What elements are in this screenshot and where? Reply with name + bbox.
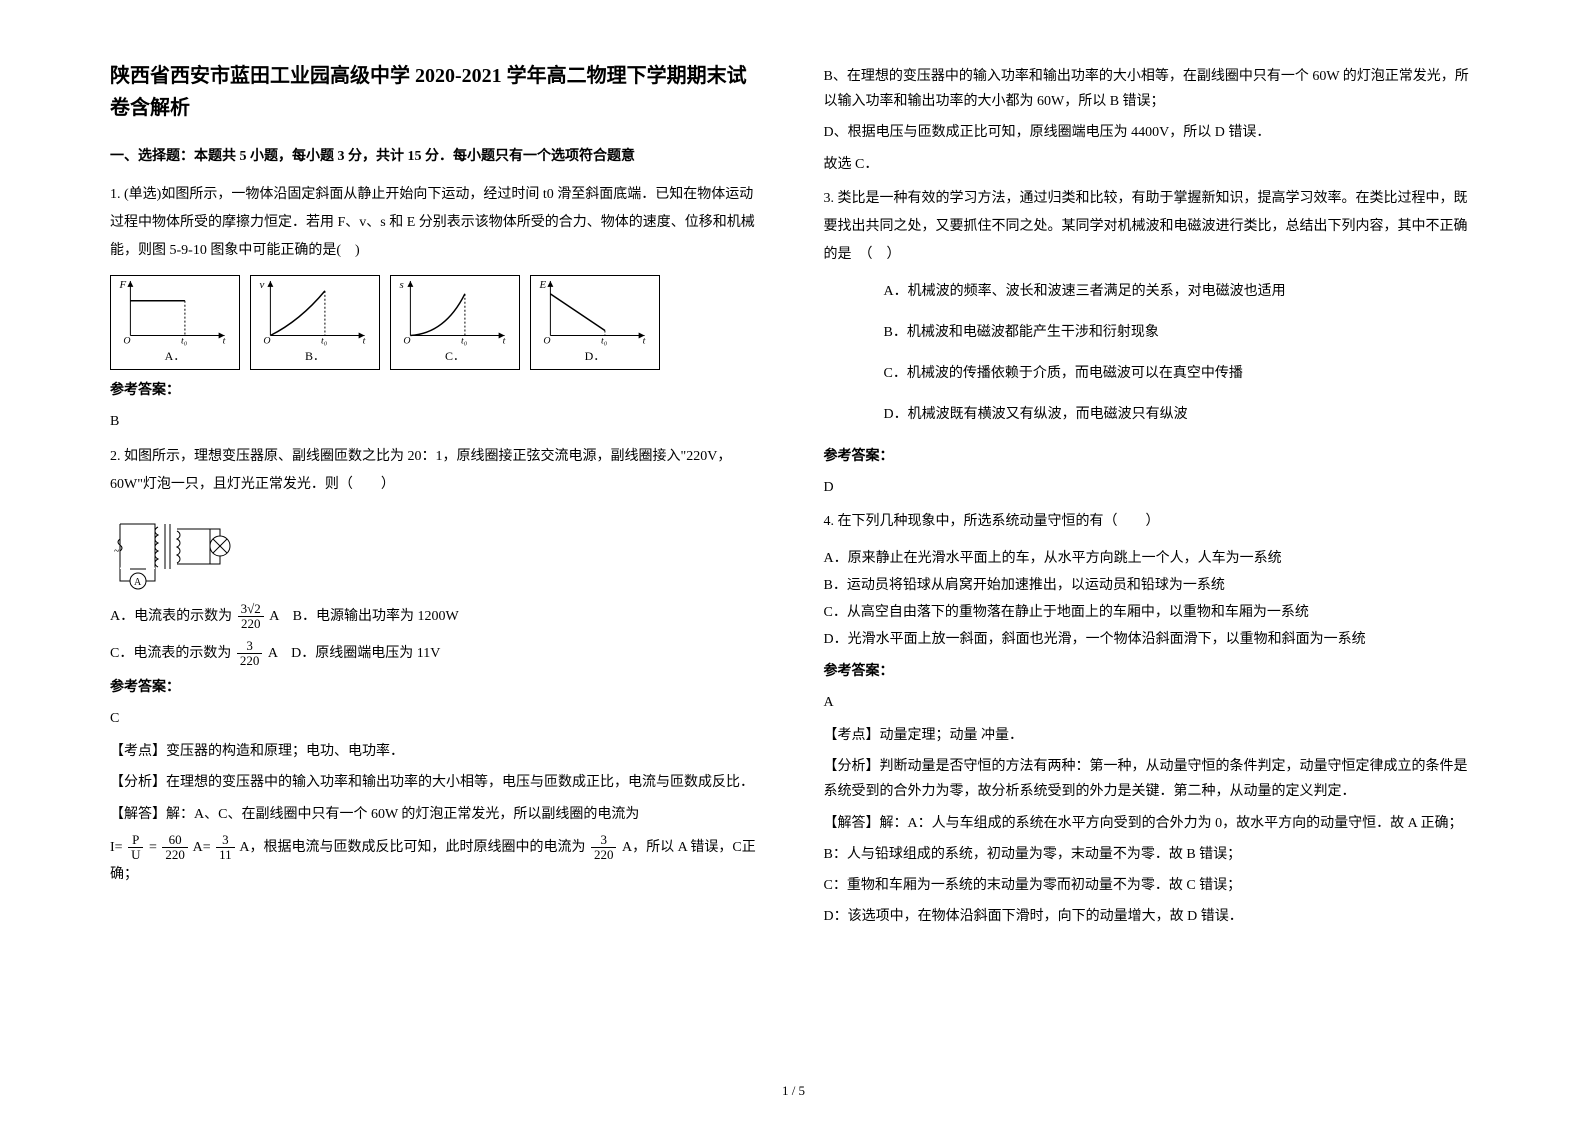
q4-optB: B．运动员将铅球从肩窝开始加速推出，以运动员和铅球为一系统 [824, 573, 1478, 598]
q2-optA-frac: 3√2 220 [238, 602, 264, 632]
page-number: 1 / 5 [782, 1079, 805, 1102]
q3-optA: A．机械波的频率、波长和波速三者满足的关系，对电磁波也适用 [884, 279, 1478, 304]
q4-optA: A．原来静止在光滑水平面上的车，从水平方向跳上一个人，人车为一系统 [824, 546, 1478, 571]
q4-jiedaC: C：重物和车厢为一系统的末动量为零而初动量不为零．故 C 错误； [824, 873, 1478, 898]
q4-jiedaB: B：人与铅球组成的系统，初动量为零，末动量不为零．故 B 错误； [824, 842, 1478, 867]
svg-text:t: t [503, 336, 506, 346]
q4-fenxi: 【分析】判断动量是否守恒的方法有两种：第一种，从动量守恒的条件判定，动量守恒定律… [824, 754, 1478, 804]
q2-optA-pre: A．电流表的示数为 [110, 609, 232, 624]
svg-text:A: A [134, 577, 142, 588]
svg-text:v: v [259, 279, 264, 291]
q4-optD: D．光滑水平面上放一斜面，斜面也光滑，一个物体沿斜面滑下，以重物和斜面为一系统 [824, 627, 1478, 652]
graph-C-label: C． [445, 346, 465, 370]
graph-D-label: D． [585, 346, 606, 370]
graph-C: s O t₀ t C． [390, 275, 520, 370]
question-2-text: 2. 如图所示，理想变压器原、副线圈匝数之比为 20：1，原线圈接正弦交流电源，… [110, 443, 764, 499]
q1-answer-label: 参考答案： [110, 378, 764, 403]
svg-text:t₀: t₀ [321, 336, 328, 346]
q2-frac3: 3 11 [216, 833, 235, 863]
graph-D: E O t₀ t D． [530, 275, 660, 370]
graph-B-label: B． [305, 346, 325, 370]
q4-answer-label: 参考答案： [824, 659, 1478, 684]
q2-optC-post: A D．原线圈端电压为 11V [268, 646, 441, 661]
q3-optD: D．机械波既有横波又有纵波，而电磁波只有纵波 [884, 402, 1478, 427]
svg-text:O: O [403, 336, 410, 346]
svg-text:O: O [263, 336, 270, 346]
question-3-text: 3. 类比是一种有效的学习方法，通过归类和比较，有助于掌握新知识，提高学习效率。… [824, 185, 1478, 269]
question-1-text: 1. (单选)如图所示，一物体沿固定斜面从静止开始向下运动，经过时间 t0 滑至… [110, 181, 764, 265]
graph-B: v O t₀ t B． [250, 275, 380, 370]
q2-right-text3: 故选 C． [824, 152, 1478, 177]
q2-answer-label: 参考答案： [110, 675, 764, 700]
question-1-figures: F O t₀ t A． v O t₀ t B． [110, 275, 764, 370]
q2-option-A-line: A．电流表的示数为 3√2 220 A B．电源输出功率为 1200W [110, 602, 764, 632]
svg-text:O: O [543, 336, 550, 346]
q2-right-text2: D、根据电压与匝数成正比可知，原线圈端电压为 4400V，所以 D 错误． [824, 120, 1478, 145]
q2-right-text1: B、在理想的变压器中的输入功率和输出功率的大小相等，在副线圈中只有一个 60W … [824, 64, 1478, 114]
q2-answer: C [110, 706, 764, 731]
q2-option-C-line: C．电流表的示数为 3 220 A D．原线圈端电压为 11V [110, 639, 764, 669]
q1-answer: B [110, 409, 764, 434]
q4-jiedaD: D：该选项中，在物体沿斜面下滑时，向下的动量增大，故 D 错误． [824, 904, 1478, 929]
q2-jieda-line1: 【解答】解：A、C、在副线圈中只有一个 60W 的灯泡正常发光，所以副线圈的电流… [110, 802, 764, 827]
document-title: 陕西省西安市蓝田工业园高级中学 2020-2021 学年高二物理下学期期末试卷含… [110, 60, 764, 124]
graph-A: F O t₀ t A． [110, 275, 240, 370]
q2-optC-pre: C．电流表的示数为 [110, 646, 231, 661]
q3-answer: D [824, 475, 1478, 500]
q2-fenxi: 【分析】在理想的变压器中的输入功率和输出功率的大小相等，电压与匝数成正比，电流与… [110, 770, 764, 795]
svg-text:t₀: t₀ [461, 336, 468, 346]
q2-frac2: 60 220 [162, 833, 188, 863]
svg-text:t: t [643, 336, 646, 346]
q3-optB: B．机械波和电磁波都能产生干涉和衍射现象 [884, 320, 1478, 345]
q4-jieda: 【解答】解：A：人与车组成的系统在水平方向受到的合外力为 0，故水平方向的动量守… [824, 811, 1478, 836]
svg-text:t₀: t₀ [181, 336, 188, 346]
section-1-heading: 一、选择题：本题共 5 小题，每小题 3 分，共计 15 分．每小题只有一个选项… [110, 144, 764, 169]
q2-jieda-formula-line: I= P U = 60 220 A= 3 11 A，根据电流与匝数成反比可知，此… [110, 833, 764, 888]
svg-text:O: O [123, 336, 130, 346]
left-column: 陕西省西安市蓝田工业园高级中学 2020-2021 学年高二物理下学期期末试卷含… [110, 60, 764, 1092]
question-4-text: 4. 在下列几种现象中，所选系统动量守恒的有（ ） [824, 508, 1478, 536]
q2-kaodian: 【考点】变压器的构造和原理；电功、电功率． [110, 739, 764, 764]
svg-text:F: F [118, 279, 126, 291]
q2-circuit-diagram: ~ A [110, 509, 240, 594]
q4-answer: A [824, 690, 1478, 715]
right-column: B、在理想的变压器中的输入功率和输出功率的大小相等，在副线圈中只有一个 60W … [824, 60, 1478, 1092]
svg-text:t: t [223, 336, 226, 346]
q2-frac1: P U [128, 833, 143, 863]
graph-A-label: A． [165, 346, 186, 370]
q3-answer-label: 参考答案： [824, 444, 1478, 469]
q2-I-eq: I= [110, 840, 123, 855]
svg-text:t: t [363, 336, 366, 346]
svg-text:s: s [399, 279, 403, 291]
svg-text:E: E [538, 279, 546, 291]
q2-optA-post: A B．电源输出功率为 1200W [269, 609, 458, 624]
svg-text:~: ~ [114, 546, 120, 557]
q3-optC: C．机械波的传播依赖于介质，而电磁波可以在真空中传播 [884, 361, 1478, 386]
q2-optC-frac: 3 220 [237, 639, 263, 669]
q2-frac4: 3 220 [591, 833, 617, 863]
q4-optC: C．从高空自由落下的重物落在静止于地面上的车厢中，以重物和车厢为一系统 [824, 600, 1478, 625]
svg-text:t₀: t₀ [601, 336, 608, 346]
q4-kaodian: 【考点】动量定理；动量 冲量． [824, 723, 1478, 748]
